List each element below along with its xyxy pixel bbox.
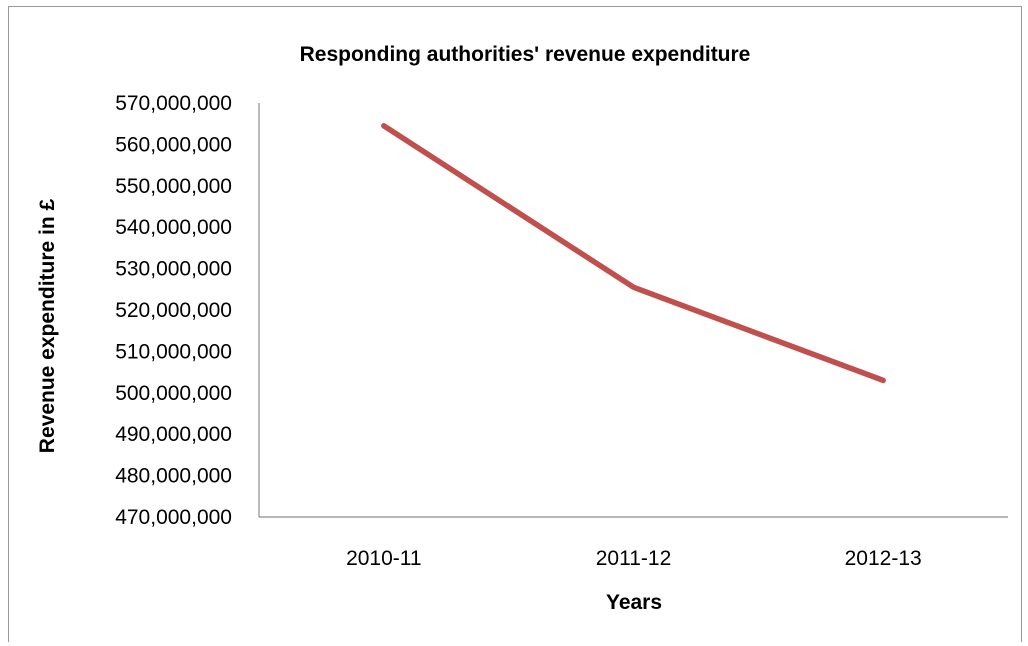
y-tick-label: 550,000,000 <box>115 175 232 198</box>
x-tick-label: 2010-11 <box>346 547 422 570</box>
y-tick-labels: 470,000,000 480,000,000 490,000,000 500,000… <box>115 92 232 529</box>
y-tick-label: 490,000,000 <box>115 423 232 446</box>
series-line <box>381 123 886 384</box>
x-tick-label: 2012-13 <box>845 547 922 570</box>
y-tick-label: 560,000,000 <box>115 133 232 156</box>
x-tick-label: 2011-12 <box>596 547 672 570</box>
y-tick-label: 520,000,000 <box>115 299 232 322</box>
y-tick-label: 570,000,000 <box>115 92 232 115</box>
y-tick-label: 510,000,000 <box>115 340 232 363</box>
chart-title: Responding authorities' revenue expendit… <box>300 43 751 66</box>
x-tick-labels: 2010-11 2011-12 2012-13 <box>346 547 922 570</box>
y-tick-label: 470,000,000 <box>115 506 232 529</box>
x-axis-title: Years <box>606 591 662 614</box>
y-tick-label: 480,000,000 <box>115 465 232 488</box>
series-group <box>381 123 886 384</box>
y-tick-label: 500,000,000 <box>115 382 232 405</box>
chart-frame <box>8 6 1022 642</box>
y-axis-title: Revenue expenditure in £ <box>36 198 59 453</box>
y-tick-label: 530,000,000 <box>115 258 232 281</box>
axes <box>258 103 1008 518</box>
y-tick-label: 540,000,000 <box>115 216 232 239</box>
